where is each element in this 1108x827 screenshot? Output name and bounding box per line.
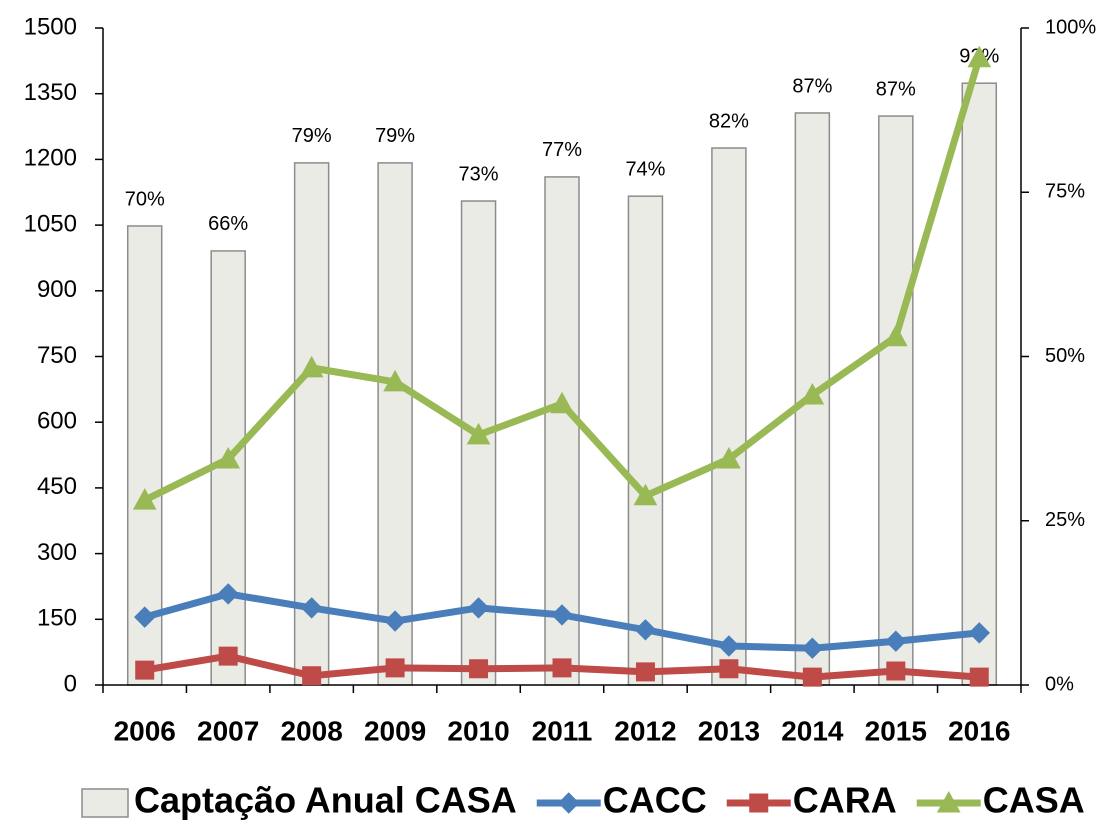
point bbox=[299, 355, 324, 378]
y-tick-label: 1200 bbox=[24, 145, 77, 172]
bar-annotation: 79% bbox=[375, 125, 415, 147]
point bbox=[633, 483, 658, 506]
bar-annotation: 73% bbox=[459, 163, 499, 185]
bar bbox=[627, 195, 664, 686]
point bbox=[135, 660, 155, 680]
y2-tick-label: 50% bbox=[1045, 345, 1085, 367]
point bbox=[385, 658, 405, 678]
y-tick-label: 150 bbox=[37, 605, 77, 632]
point bbox=[384, 610, 406, 632]
bar-annotation: 70% bbox=[125, 188, 165, 210]
point bbox=[634, 619, 657, 641]
point bbox=[801, 637, 824, 659]
point bbox=[800, 383, 825, 405]
y-tick-label: 450 bbox=[37, 473, 77, 500]
y-tick-label: 600 bbox=[37, 408, 77, 435]
point bbox=[467, 597, 490, 619]
point bbox=[883, 324, 908, 347]
bar-annotation: 87% bbox=[792, 75, 832, 97]
x-tick-label: 2016 bbox=[948, 715, 1010, 746]
bar bbox=[878, 115, 914, 686]
point bbox=[302, 666, 322, 686]
x-tick-label: 2012 bbox=[614, 715, 676, 746]
point bbox=[551, 604, 573, 626]
point bbox=[216, 446, 241, 469]
point bbox=[132, 488, 157, 510]
y-tick-label: 300 bbox=[37, 539, 77, 566]
y2-tick-label: 25% bbox=[1045, 509, 1085, 531]
y2-tick-label: 75% bbox=[1045, 181, 1085, 203]
y-tick-label: 1050 bbox=[24, 210, 77, 237]
point bbox=[300, 597, 323, 619]
bar-annotation: 87% bbox=[876, 78, 916, 100]
legend-marker bbox=[558, 792, 580, 814]
point bbox=[968, 622, 990, 644]
point bbox=[466, 422, 491, 445]
x-tick-label: 2015 bbox=[865, 715, 927, 746]
legend-label: CASA bbox=[983, 780, 1085, 821]
legend-swatch bbox=[81, 788, 129, 818]
bar-annotation: 82% bbox=[709, 110, 749, 132]
point bbox=[383, 369, 407, 392]
y-tick-label: 0 bbox=[64, 670, 77, 697]
point bbox=[967, 45, 992, 68]
legend-label: Captação Anual CASA bbox=[134, 780, 517, 821]
point bbox=[550, 391, 574, 414]
legend-marker bbox=[936, 790, 961, 813]
point bbox=[134, 606, 156, 628]
y2-tick-label: 0% bbox=[1045, 673, 1074, 695]
x-tick-label: 2006 bbox=[114, 715, 176, 746]
x-tick-label: 2007 bbox=[197, 715, 259, 746]
bar bbox=[711, 147, 747, 686]
x-tick-label: 2014 bbox=[781, 715, 844, 746]
bar-annotation: 66% bbox=[208, 213, 248, 235]
x-tick-label: 2010 bbox=[447, 715, 509, 746]
legend-label: CARA bbox=[793, 780, 897, 821]
y-tick-label: 1350 bbox=[24, 79, 77, 106]
point bbox=[718, 635, 740, 657]
x-tick-label: 2013 bbox=[698, 715, 760, 746]
bar-annotation: 74% bbox=[625, 158, 665, 180]
bar bbox=[961, 82, 998, 686]
x-tick-label: 2008 bbox=[280, 715, 342, 746]
bar-annotation: 77% bbox=[542, 139, 582, 161]
point bbox=[635, 662, 655, 682]
point bbox=[719, 659, 739, 679]
legend-marker bbox=[749, 793, 769, 813]
point bbox=[802, 667, 822, 687]
point bbox=[969, 667, 989, 687]
legend-label: CACC bbox=[603, 780, 707, 821]
point bbox=[552, 658, 572, 678]
point bbox=[886, 661, 906, 681]
point bbox=[885, 630, 907, 652]
point bbox=[218, 646, 238, 666]
point bbox=[469, 659, 489, 679]
bar-annotation: 79% bbox=[292, 125, 332, 147]
y2-tick-label: 100% bbox=[1045, 16, 1096, 38]
y-tick-label: 1500 bbox=[24, 13, 77, 40]
bar bbox=[377, 162, 413, 686]
y-tick-label: 750 bbox=[37, 342, 77, 369]
point bbox=[217, 583, 239, 605]
x-tick-label: 2009 bbox=[364, 715, 426, 746]
x-tick-label: 2011 bbox=[532, 715, 593, 746]
point bbox=[717, 446, 741, 469]
y-tick-label: 900 bbox=[37, 276, 77, 303]
